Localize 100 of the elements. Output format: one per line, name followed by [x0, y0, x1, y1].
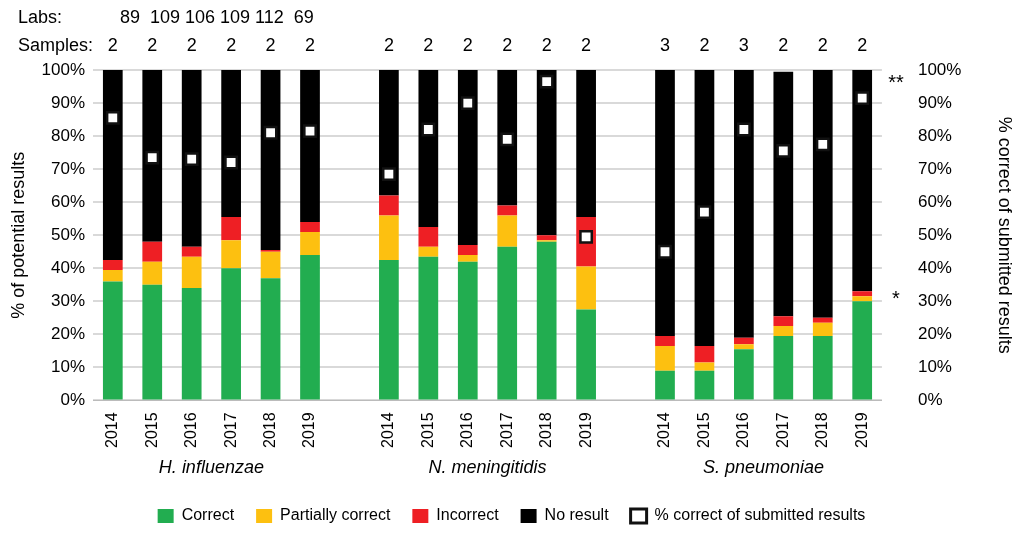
text: 2 [857, 34, 868, 55]
bar [181, 288, 202, 400]
bar [812, 317, 833, 323]
text: S. pneumoniae [703, 457, 825, 477]
point [105, 111, 120, 125]
y-tick-label: 0% [60, 390, 86, 410]
bar [300, 221, 320, 232]
y-tick-label: 80% [51, 125, 86, 145]
point [855, 91, 870, 105]
bar [536, 241, 557, 400]
bar [773, 326, 794, 336]
x-tick-label: 2016 [458, 412, 476, 448]
bar [812, 70, 833, 318]
bar [852, 291, 873, 297]
point [776, 144, 791, 158]
x-tick-label: 2016 [182, 412, 200, 448]
legend-label: % correct of submitted results [654, 506, 866, 524]
text: H. influenzae [158, 457, 264, 477]
y2-tick-label: 50% [917, 224, 952, 244]
x-tick-label: 2014 [655, 412, 673, 448]
bar [300, 231, 320, 256]
bar [655, 335, 675, 346]
bar [457, 261, 478, 400]
bar [379, 215, 399, 260]
y-tick-label: 60% [51, 191, 86, 211]
point [145, 150, 160, 165]
text: ** [888, 70, 904, 93]
bar [102, 70, 123, 260]
bar [576, 70, 596, 218]
legend-label: Incorrect [436, 506, 500, 524]
bar [221, 268, 241, 400]
x-tick-label: 2017 [773, 412, 791, 448]
bar [221, 217, 241, 241]
point [421, 122, 436, 137]
point [224, 155, 239, 170]
bar [852, 70, 873, 292]
x-tick-label: 2015 [418, 412, 436, 448]
text: 2 [817, 34, 828, 55]
bar [142, 261, 163, 285]
bar [694, 345, 715, 363]
text: 3 [659, 34, 670, 55]
text: 2 [502, 34, 513, 55]
x-tick-label: 2014 [103, 412, 121, 448]
y-tick-label: 30% [51, 290, 86, 310]
y2-axis-title: % correct of submitted results [995, 116, 1016, 354]
legend-label: Partially correct [280, 506, 391, 524]
point [736, 122, 751, 137]
y2-tick-label: 100% [917, 59, 962, 79]
y-tick-label: 100% [41, 59, 86, 79]
bar [694, 370, 715, 400]
x-tick-label: 2017 [221, 412, 239, 448]
text: N. meningitidis [428, 457, 547, 477]
x-tick-label: 2018 [537, 412, 555, 448]
point [381, 167, 396, 181]
text: 2 [383, 34, 394, 55]
bar [655, 370, 675, 400]
bar [260, 251, 281, 279]
y2-tick-label: 80% [917, 125, 952, 145]
bar [497, 215, 518, 247]
text: 2 [699, 34, 710, 55]
bar [418, 246, 439, 257]
text: Samples: [18, 34, 94, 55]
bar [181, 70, 202, 247]
bar [181, 256, 202, 289]
x-tick-label: 2019 [576, 412, 594, 448]
bar [260, 278, 281, 400]
text: 2 [226, 34, 237, 55]
x-tick-label: 2016 [734, 412, 752, 448]
x-tick-label: 2019 [300, 412, 318, 448]
y-tick-label: 90% [51, 92, 86, 112]
bar [734, 337, 754, 345]
text: 2 [265, 34, 276, 55]
y2-tick-label: 70% [917, 158, 952, 178]
bar [221, 240, 241, 269]
text: 2 [462, 34, 473, 55]
x-tick-label: 2019 [852, 412, 870, 448]
point [303, 124, 317, 139]
x-tick-label: 2015 [694, 412, 712, 448]
y2-tick-label: 0% [917, 390, 943, 410]
bar [142, 284, 163, 400]
text: 3 [738, 34, 749, 55]
x-tick-label: 2014 [379, 412, 397, 448]
bar [457, 70, 478, 246]
bar [852, 301, 873, 400]
bar [379, 70, 399, 196]
bar [457, 255, 478, 262]
bar [773, 335, 794, 400]
bar [260, 70, 281, 251]
bar [734, 349, 754, 400]
bar [142, 70, 163, 242]
bar [536, 235, 557, 241]
point [697, 205, 712, 219]
bar [773, 71, 794, 317]
y2-tick-label: 30% [917, 290, 952, 310]
bar [497, 246, 518, 400]
point [263, 125, 278, 140]
text: 2 [423, 34, 434, 55]
point [815, 137, 830, 152]
point [539, 74, 554, 89]
bar [852, 296, 873, 302]
